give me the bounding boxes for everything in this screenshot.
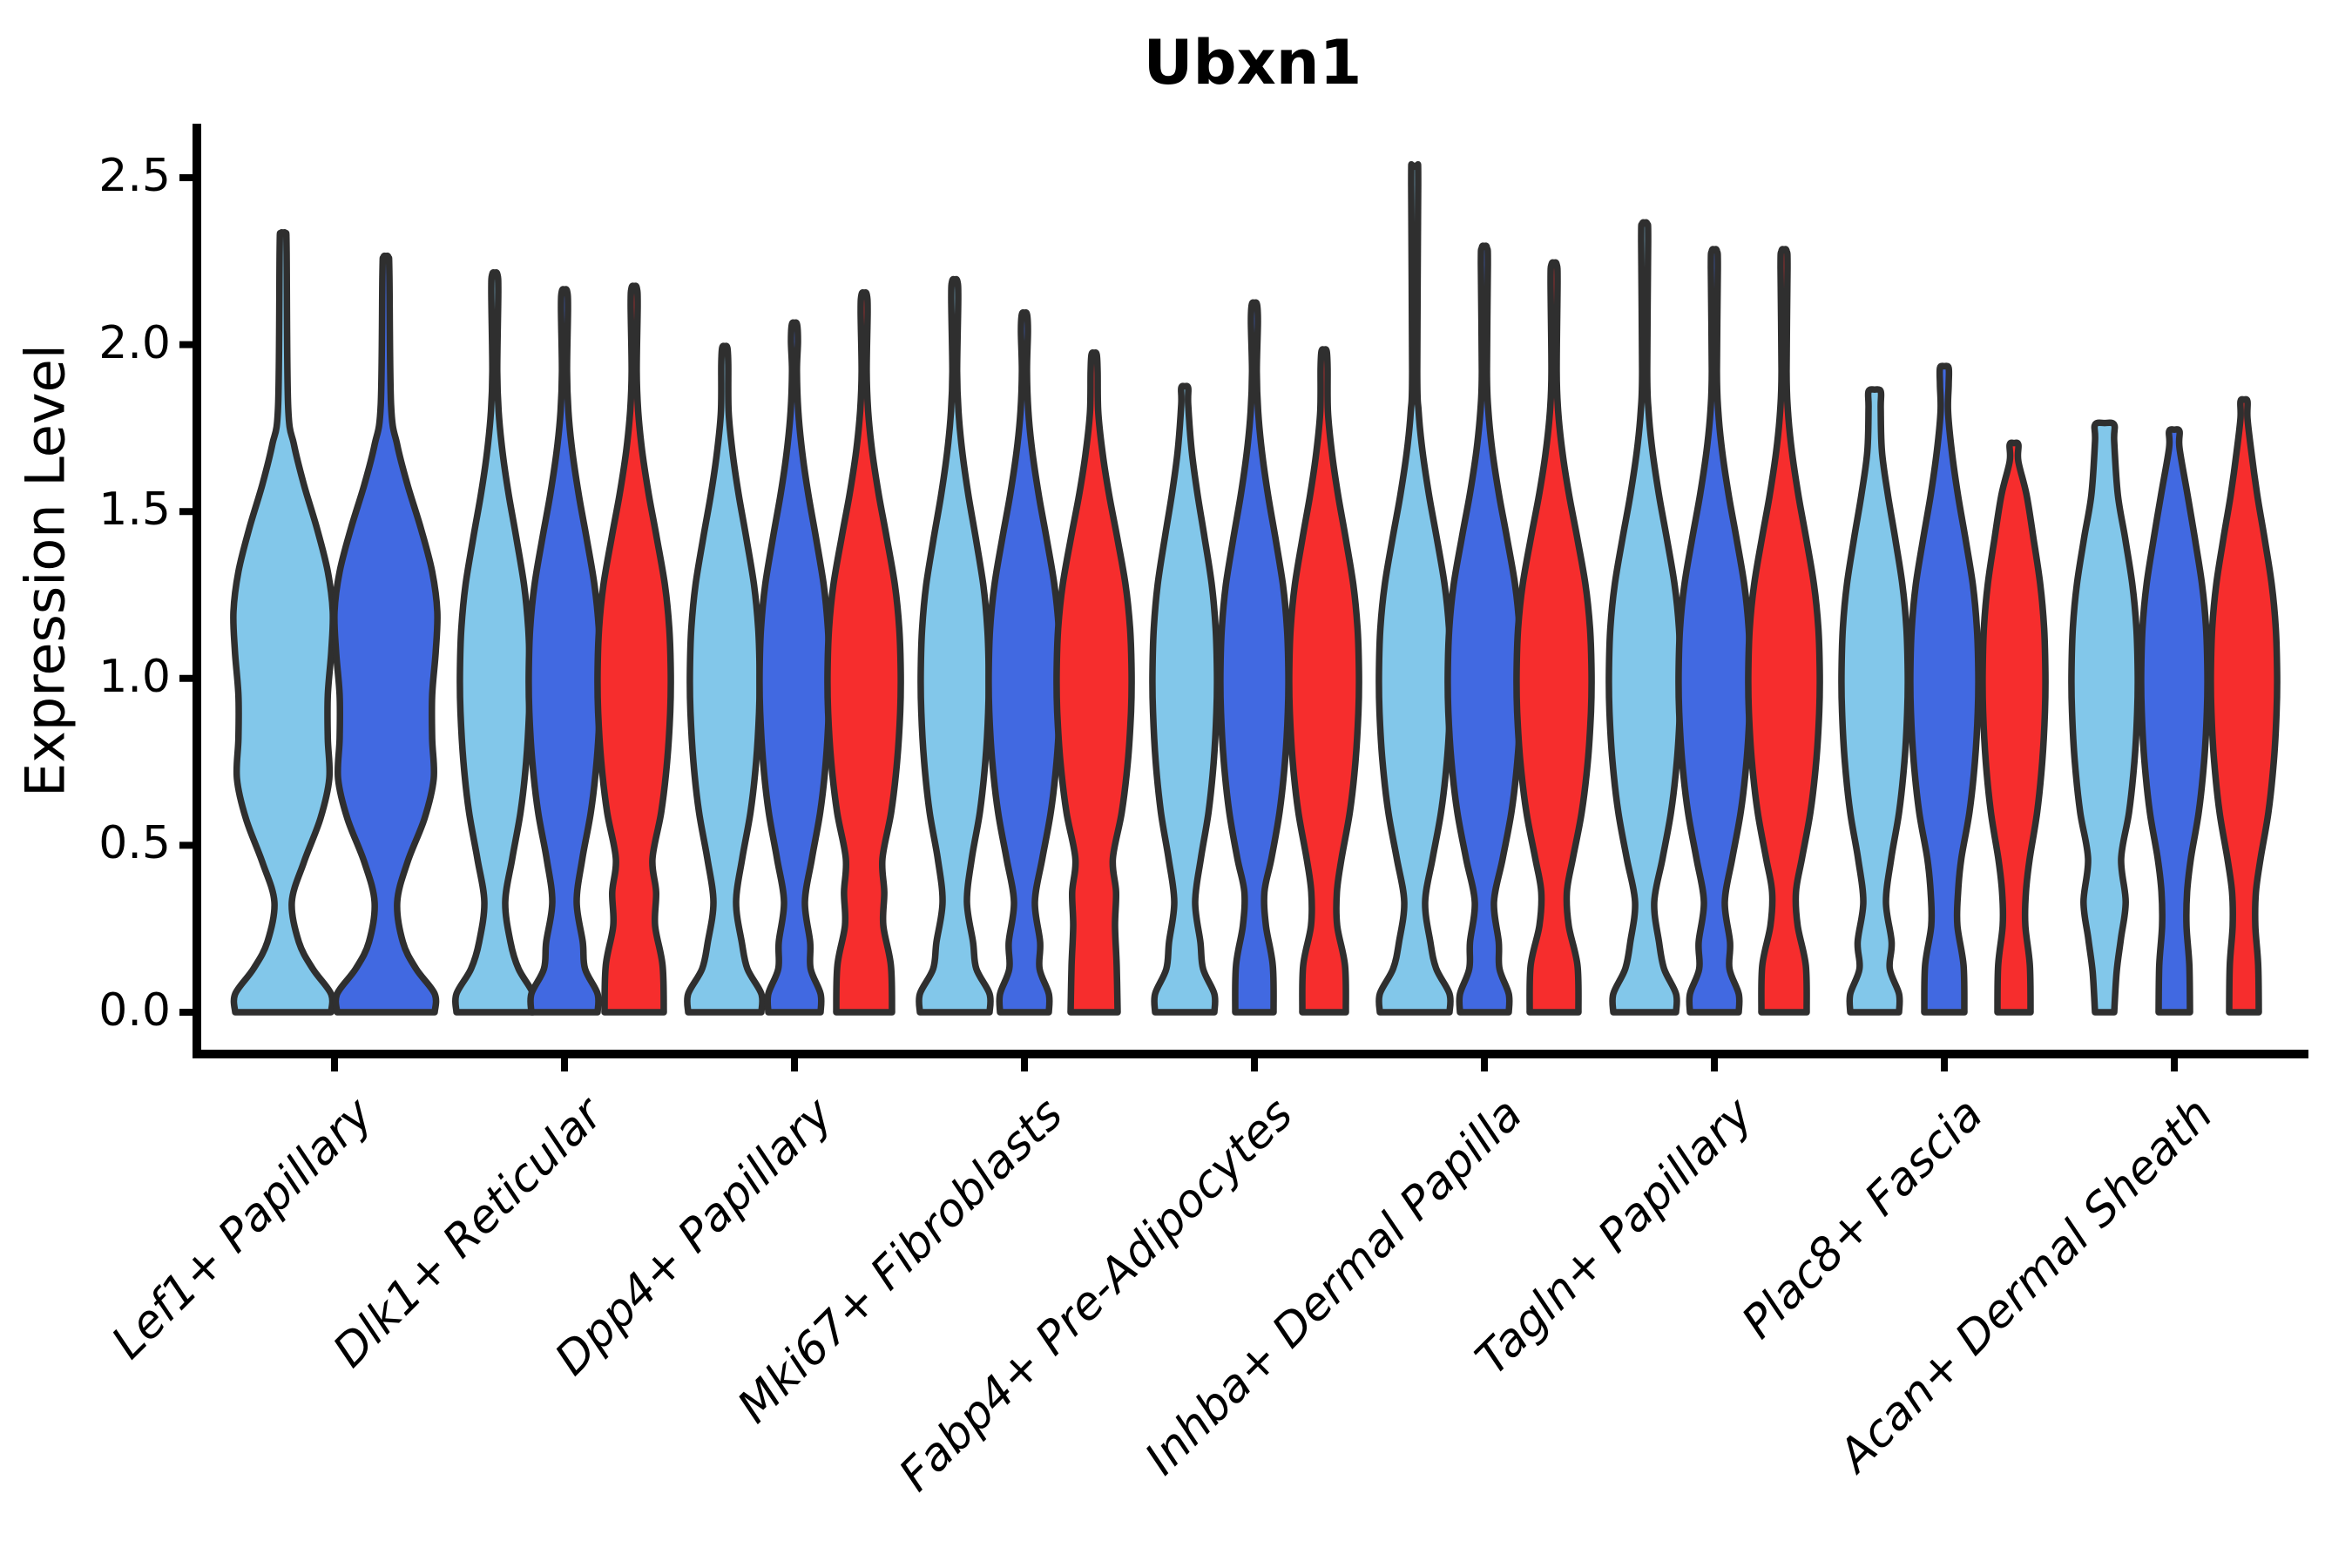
violin-dlk1-s2 bbox=[525, 286, 604, 1016]
violin-tagln-s2 bbox=[1675, 246, 1754, 1016]
violin-acan-s1 bbox=[2068, 419, 2141, 1016]
y-axis-label: Expression Level bbox=[13, 344, 78, 797]
violin-tagln-s3 bbox=[1745, 246, 1823, 1016]
violin-fabp4-s3 bbox=[1286, 346, 1362, 1016]
violin-mki67-s2 bbox=[985, 309, 1064, 1016]
violin-acan-s3 bbox=[2207, 395, 2281, 1016]
violin-plac8-s2 bbox=[1907, 362, 1982, 1016]
violin-tagln-s1 bbox=[1605, 219, 1684, 1016]
y-tick-label: 0.0 bbox=[98, 984, 171, 1037]
violin-dlk1-s1 bbox=[452, 269, 537, 1016]
violin-plac8-s3 bbox=[1979, 439, 2049, 1016]
violin-acan-s2 bbox=[2138, 426, 2211, 1016]
violin-dlk1-s3 bbox=[594, 282, 674, 1016]
violin-plac8-s1 bbox=[1838, 386, 1911, 1016]
violin-dpp4-s1 bbox=[684, 342, 766, 1016]
violin-dpp4-s3 bbox=[824, 289, 904, 1016]
y-tick-label: 2.5 bbox=[98, 150, 171, 202]
y-tick-label: 1.5 bbox=[98, 483, 171, 537]
y-tick-label: 1.0 bbox=[98, 650, 171, 703]
violin-mki67-s1 bbox=[916, 275, 994, 1016]
violin-inhba-s2 bbox=[1444, 242, 1524, 1016]
y-tick-label: 0.5 bbox=[98, 817, 171, 870]
violin-lef1-s2 bbox=[331, 252, 441, 1016]
violin-fabp4-s1 bbox=[1149, 382, 1220, 1016]
violin-lef1-s1 bbox=[230, 229, 336, 1016]
y-tick-label: 2.0 bbox=[98, 316, 171, 369]
chart-title: Ubxn1 bbox=[1143, 27, 1362, 98]
violin-inhba-s1 bbox=[1375, 161, 1454, 1016]
violin-inhba-s3 bbox=[1513, 259, 1595, 1016]
violin-fabp4-s2 bbox=[1217, 299, 1292, 1016]
violin-dpp4-s2 bbox=[756, 319, 833, 1016]
violin-mki67-s3 bbox=[1053, 349, 1135, 1016]
